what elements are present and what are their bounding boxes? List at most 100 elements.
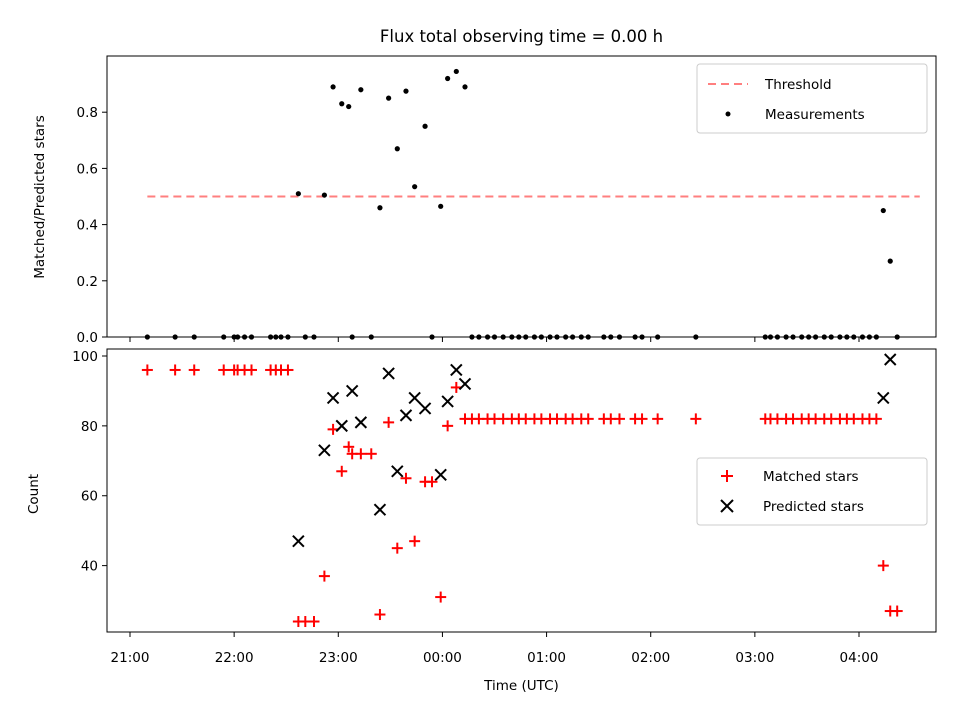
top-y-tick-label: 0.6 <box>77 161 98 177</box>
measurement-point <box>851 334 857 340</box>
measurement-point <box>516 334 522 340</box>
bottom-legend: Matched stars Predicted stars <box>696 457 928 526</box>
matched-star-point <box>343 441 355 453</box>
predicted-star-point <box>373 503 387 516</box>
measurement-point <box>767 334 774 340</box>
matched-star-point <box>282 364 294 376</box>
measurement-point <box>887 258 893 264</box>
matched-star-point <box>365 448 377 460</box>
bottom-y-tick-label: 60 <box>81 489 98 505</box>
measurement-point <box>821 334 827 340</box>
measurement-points <box>144 68 900 340</box>
matched-star-point <box>355 448 367 460</box>
measurement-point <box>346 103 352 110</box>
top-y-tick-label: 0.8 <box>77 105 98 121</box>
measurement-point <box>311 334 317 340</box>
measurement-point <box>894 334 900 340</box>
matched-star-point <box>613 413 625 425</box>
predicted-star-point <box>391 465 404 478</box>
measurement-point <box>172 334 178 340</box>
bottom-y-tick-label: 100 <box>72 349 98 365</box>
bottom-x-ticks: 21:00 22:00 23:00 00:00 01:00 02:00 03:00 04:00 <box>111 632 879 666</box>
bottom-y-tick-label: 80 <box>81 419 98 435</box>
predicted-star-point <box>399 409 413 422</box>
measurement-point <box>837 334 843 340</box>
measurement-point <box>295 191 301 197</box>
measurement-point <box>799 334 805 340</box>
measurement-point <box>578 334 584 340</box>
matched-star-point <box>435 591 447 603</box>
measurement-point <box>278 334 284 340</box>
matched-star-point <box>582 413 594 425</box>
measurement-point <box>422 123 428 129</box>
matched-star-point <box>218 364 230 376</box>
measurement-point <box>144 334 150 340</box>
measurement-point <box>235 334 241 340</box>
measurement-point <box>608 334 614 340</box>
measurement-point <box>321 192 327 198</box>
predicted-star-point <box>458 377 472 391</box>
predicted-star-point <box>434 468 447 481</box>
matched-star-point <box>141 364 153 376</box>
predicted-star-point <box>408 391 421 405</box>
matched-star-point <box>690 413 702 425</box>
bottom-y-ticks: 40 60 80 100 <box>72 349 107 575</box>
chart-title: Flux total observing time = 0.00 h <box>380 27 663 46</box>
matched-star-point <box>336 465 348 477</box>
matched-star-point <box>652 413 664 425</box>
bottom-x-tick-label: 23:00 <box>319 650 358 666</box>
measurement-point <box>762 334 768 340</box>
measurement-point <box>191 334 197 340</box>
measurement-point <box>302 334 308 340</box>
predicted-star-point <box>354 416 368 429</box>
measurement-point <box>616 334 623 340</box>
predicted-star-point <box>318 444 331 457</box>
predicted-star-point <box>335 419 348 433</box>
top-y-axis-label: Matched/Predicted stars <box>32 115 48 278</box>
matched-star-point <box>318 570 330 582</box>
matched-star-point <box>188 364 200 376</box>
predicted-star-point <box>441 395 454 408</box>
measurement-point <box>491 334 498 340</box>
measurement-point <box>547 334 553 340</box>
measurement-point <box>570 334 576 340</box>
top-panel: 0.00.20.40.60.8 Matched/Predicted stars … <box>32 55 937 346</box>
measurement-point <box>873 334 879 340</box>
measurement-point <box>655 334 661 340</box>
measurement-point <box>523 334 529 340</box>
measurement-point <box>453 68 459 75</box>
measurement-point <box>859 334 866 340</box>
measurements-legend-label: Measurements <box>765 107 865 123</box>
bottom-panel: 40 60 80 100 21:00 22:00 23:00 00:00 01:00 02:00… <box>26 348 937 694</box>
matched-star-point <box>636 413 648 425</box>
measurement-point <box>880 207 886 214</box>
measurement-point <box>632 334 638 340</box>
measurement-point <box>828 334 834 340</box>
measurement-point <box>403 88 409 94</box>
matched-star-point <box>400 472 412 484</box>
matched-star-point <box>450 381 462 393</box>
measurement-point <box>554 334 560 340</box>
measurement-point <box>813 334 819 340</box>
top-y-tick-label: 0.4 <box>77 218 98 234</box>
measurement-point <box>462 84 468 90</box>
x-axis-label: Time (UTC) <box>483 678 559 694</box>
bottom-x-tick-label: 02:00 <box>631 650 670 666</box>
matched-star-point <box>442 420 454 432</box>
measurement-point <box>601 334 607 340</box>
bottom-axes-frame <box>106 348 937 633</box>
matched-star-point <box>391 542 403 554</box>
matched-star-point <box>383 416 395 428</box>
bottom-x-tick-label: 21:00 <box>111 650 150 666</box>
measurement-point <box>386 95 392 101</box>
matched-star-point <box>891 605 903 617</box>
top-legend-box <box>696 63 928 134</box>
matched-legend-label: Matched stars <box>763 469 859 485</box>
measurement-point <box>774 334 781 340</box>
measurement-point <box>783 334 789 340</box>
measurement-point <box>221 334 227 340</box>
measurement-point <box>241 334 248 340</box>
bottom-x-tick-label: 04:00 <box>840 650 879 666</box>
measurement-point <box>790 334 796 340</box>
